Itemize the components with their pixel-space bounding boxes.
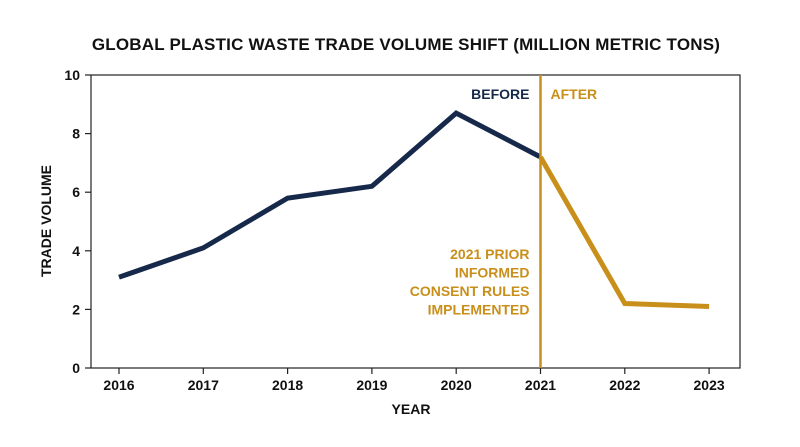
x-tick-label: 2023 <box>694 377 725 393</box>
after-label: AFTER <box>551 86 598 102</box>
x-tick-label: 2019 <box>356 377 387 393</box>
x-tick-label: 2022 <box>609 377 640 393</box>
x-tick-label: 2016 <box>103 377 134 393</box>
x-tick-label: 2018 <box>272 377 303 393</box>
y-tick-label: 4 <box>72 243 80 259</box>
y-tick-label: 0 <box>72 360 80 376</box>
x-axis: 2016 2017 2018 2019 2020 2021 2022 2023 <box>103 368 725 393</box>
y-tick-label: 10 <box>64 67 80 83</box>
chart-title: GLOBAL PLASTIC WASTE TRADE VOLUME SHIFT … <box>92 35 720 54</box>
series-line-1 <box>118 110 542 280</box>
before-label: BEFORE <box>471 86 529 102</box>
policy-note-line: IMPLEMENTED <box>428 302 530 318</box>
series-line-2 <box>538 155 710 309</box>
x-tick-label: 2017 <box>188 377 219 393</box>
x-tick-label: 2021 <box>525 377 556 393</box>
x-axis-title: YEAR <box>392 401 431 417</box>
policy-note-line: INFORMED <box>455 265 530 281</box>
series-layer <box>118 110 710 309</box>
y-axis-title: TRADE VOLUME <box>38 165 54 277</box>
y-tick-label: 2 <box>72 301 80 317</box>
plot-frame <box>90 74 741 369</box>
y-axis: 0 2 4 6 8 10 <box>64 67 91 376</box>
policy-note-line: 2021 PRIOR <box>450 246 529 262</box>
policy-note-line: CONSENT RULES <box>410 283 530 299</box>
y-tick-label: 8 <box>72 126 80 142</box>
x-tick-label: 2020 <box>441 377 472 393</box>
policy-marker: BEFORE AFTER 2021 PRIOR INFORMED CONSENT RUL… <box>410 75 597 368</box>
y-tick-label: 6 <box>72 184 80 200</box>
